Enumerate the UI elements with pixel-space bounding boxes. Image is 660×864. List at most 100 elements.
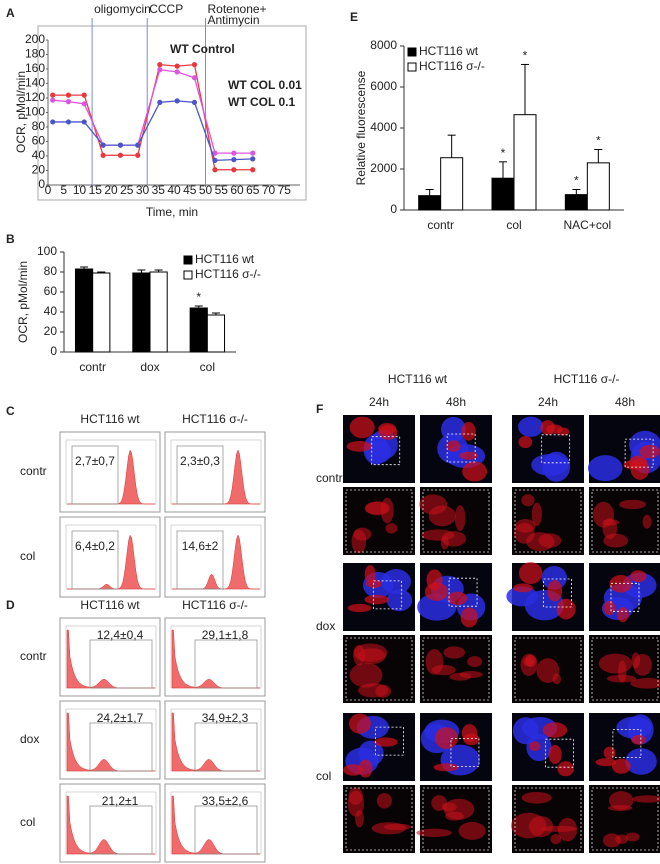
mitochondria	[461, 724, 478, 742]
mitochondria	[603, 600, 616, 616]
mitochondria	[547, 580, 563, 602]
x-tick-label: 55	[215, 183, 229, 197]
group-header: HCT116 wt	[388, 372, 448, 386]
zoom-border	[514, 637, 582, 701]
data-point	[174, 69, 180, 75]
mitochondria	[431, 795, 447, 811]
y-tick-label: 120	[25, 90, 45, 104]
bar	[132, 272, 151, 353]
zoom-region	[541, 434, 571, 464]
x-tick-label: dox	[140, 360, 159, 374]
x-tick-label: NAC+col	[563, 218, 611, 232]
injection-label: oligomycin	[94, 2, 151, 16]
data-point	[135, 142, 141, 148]
gate-value: 33,5±2,6	[202, 794, 249, 808]
gate	[71, 445, 119, 505]
time-label: 24h	[369, 395, 389, 409]
data-point	[50, 119, 56, 125]
data-point	[65, 99, 72, 105]
significance-mark: *	[501, 146, 506, 160]
gate	[176, 530, 224, 590]
zoom-region	[624, 438, 654, 468]
data-point	[65, 92, 72, 98]
data-point	[100, 152, 106, 158]
data-point	[157, 99, 163, 105]
mitochondria	[355, 810, 364, 828]
mitochondria	[433, 763, 459, 772]
mitochondria	[521, 494, 535, 507]
zoom-region	[543, 578, 572, 608]
x-tick-label: 30	[136, 183, 150, 197]
mitochondria	[431, 664, 456, 676]
data-point	[50, 97, 56, 103]
column-header: HCT116 σ-/-	[182, 598, 248, 612]
zoom-region	[610, 582, 640, 612]
significance-mark: *	[523, 49, 528, 63]
mitochondria	[347, 603, 372, 613]
mitochondria	[603, 533, 629, 548]
gate	[194, 805, 258, 855]
x-tick-label: contr	[79, 360, 106, 374]
mitochondria	[611, 758, 631, 774]
gate-value: 34,9±2,3	[202, 711, 249, 725]
gate-value: 12,4±0,4	[97, 628, 144, 642]
row-label: contr	[20, 464, 47, 478]
mitochondria	[546, 424, 563, 434]
y-tick-label: 80	[32, 119, 46, 133]
bar	[491, 177, 515, 211]
series-line	[52, 63, 253, 171]
gate-value: 29,1±1,8	[202, 628, 249, 642]
x-tick-label: 65	[246, 183, 260, 197]
mitochondria	[445, 811, 464, 821]
mitochondria	[454, 505, 466, 532]
data-point	[250, 156, 256, 162]
time-label: 24h	[538, 395, 558, 409]
x-tick-label: 5	[60, 183, 67, 197]
data-point	[191, 75, 198, 81]
zoom-border	[591, 787, 659, 851]
nucleus	[625, 748, 657, 775]
y-axis-label: Relative fluorescense	[354, 70, 368, 185]
mitochondria	[630, 570, 647, 583]
zoom-border	[514, 787, 582, 851]
mitochondria	[462, 461, 488, 482]
nucleus	[386, 589, 413, 612]
bar	[564, 194, 588, 211]
gate	[194, 639, 258, 689]
row-label: dox	[20, 732, 39, 746]
injection-label: Rotenone+	[208, 2, 267, 16]
mitochondria	[619, 499, 647, 510]
legend-label: WT Control	[170, 42, 235, 56]
series-line	[52, 69, 253, 154]
y-axis-label: OCR, pMol/min	[16, 261, 30, 343]
column-header: HCT116 wt	[80, 412, 140, 426]
data-point	[212, 150, 218, 156]
mitochondria	[598, 653, 633, 674]
data-point	[135, 152, 141, 158]
panel-letter: D	[6, 598, 15, 612]
zoom-region	[612, 729, 642, 758]
mitochondria	[449, 672, 472, 681]
gate	[89, 722, 153, 772]
data-point	[65, 119, 72, 125]
row-label: col	[20, 549, 35, 563]
data-point	[81, 101, 87, 107]
mitochondria	[531, 502, 542, 527]
zoom-border	[345, 787, 413, 851]
nucleus	[616, 716, 653, 739]
data-point	[191, 62, 198, 68]
mitochondria	[631, 734, 647, 745]
mitochondria	[467, 656, 483, 667]
x-tick-label: contr	[427, 218, 454, 232]
panel-letter: F	[316, 402, 323, 416]
x-tick-label: 25	[120, 183, 134, 197]
x-tick-label: 75	[278, 183, 292, 197]
y-tick-label: 20	[44, 324, 58, 338]
zoom-region	[448, 577, 478, 607]
mitochondria	[629, 455, 648, 470]
mitochondria	[595, 758, 617, 767]
series-line	[52, 100, 253, 162]
mitochondria	[349, 662, 383, 688]
data-point	[81, 119, 87, 125]
mitochondria	[541, 825, 577, 832]
